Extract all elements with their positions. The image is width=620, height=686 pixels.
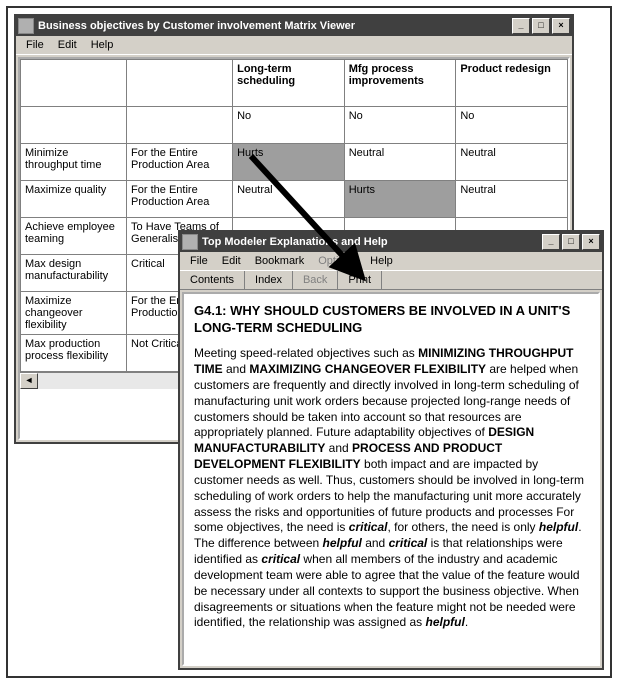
help-menu-bookmark[interactable]: Bookmark — [249, 254, 311, 268]
objective-cell: Maximize changeover flexibility — [21, 292, 127, 335]
help-window: Top Modeler Explanations and Help _ □ × … — [178, 230, 604, 670]
help-title: Top Modeler Explanations and Help — [202, 236, 542, 248]
help-minimize-button[interactable]: _ — [542, 234, 560, 250]
matrix-cell[interactable]: No — [233, 107, 345, 144]
table-row: Maximize qualityFor the Entire Productio… — [21, 181, 568, 218]
matrix-menubar: File Edit Help — [16, 36, 572, 55]
minimize-button[interactable]: _ — [512, 18, 530, 34]
table-row: Minimize throughput timeFor the Entire P… — [21, 144, 568, 181]
matrix-cell[interactable]: No — [456, 107, 568, 144]
scope-cell — [127, 107, 233, 144]
objective-cell: Max production process flexibility — [21, 335, 127, 372]
help-body: G4.1: WHY SHOULD CUSTOMERS BE INVOLVED I… — [182, 292, 600, 666]
matrix-col-header: Long-term scheduling — [233, 60, 345, 107]
matrix-title: Business objectives by Customer involvem… — [38, 20, 512, 32]
help-toolbar: ContentsIndexBackPrint — [180, 271, 602, 290]
scope-cell: For the Entire Production Area — [127, 144, 233, 181]
matrix-cell[interactable]: Hurts — [344, 181, 456, 218]
matrix-cell[interactable]: No — [344, 107, 456, 144]
matrix-titlebar[interactable]: Business objectives by Customer involvem… — [16, 16, 572, 36]
menu-edit[interactable]: Edit — [52, 38, 83, 52]
help-app-icon — [182, 234, 198, 250]
help-menu-edit[interactable]: Edit — [216, 254, 247, 268]
menu-file[interactable]: File — [20, 38, 50, 52]
help-heading: G4.1: WHY SHOULD CUSTOMERS BE INVOLVED I… — [194, 302, 588, 336]
figure-frame: Business objectives by Customer involvem… — [6, 6, 612, 678]
help-titlebar[interactable]: Top Modeler Explanations and Help _ □ × — [180, 232, 602, 252]
matrix-cell[interactable]: Hurts — [233, 144, 345, 181]
help-menu-file[interactable]: File — [184, 254, 214, 268]
objective-cell: Minimize throughput time — [21, 144, 127, 181]
matrix-col-header — [21, 60, 127, 107]
help-menubar: FileEditBookmarkOptionsHelp — [180, 252, 602, 271]
help-toolbar-contents[interactable]: Contents — [180, 271, 245, 289]
help-toolbar-index[interactable]: Index — [245, 271, 293, 289]
objective-cell: Achieve employee teaming — [21, 218, 127, 255]
table-row: NoNoNo — [21, 107, 568, 144]
help-toolbar-back: Back — [293, 271, 338, 289]
objective-cell: Maximize quality — [21, 181, 127, 218]
maximize-button[interactable]: □ — [532, 18, 550, 34]
scroll-left-icon[interactable]: ◄ — [20, 373, 38, 389]
objective-cell — [21, 107, 127, 144]
matrix-cell[interactable]: Neutral — [233, 181, 345, 218]
help-menu-options: Options — [312, 254, 362, 268]
help-menu-help[interactable]: Help — [364, 254, 399, 268]
matrix-col-header — [127, 60, 233, 107]
close-button[interactable]: × — [552, 18, 570, 34]
help-maximize-button[interactable]: □ — [562, 234, 580, 250]
app-icon — [18, 18, 34, 34]
scope-cell: For the Entire Production Area — [127, 181, 233, 218]
menu-help[interactable]: Help — [85, 38, 120, 52]
help-close-button[interactable]: × — [582, 234, 600, 250]
matrix-cell[interactable]: Neutral — [344, 144, 456, 181]
help-paragraph: Meeting speed-related objectives such as… — [194, 346, 588, 631]
matrix-cell[interactable]: Neutral — [456, 144, 568, 181]
matrix-cell[interactable]: Neutral — [456, 181, 568, 218]
matrix-col-header: Product redesign — [456, 60, 568, 107]
help-toolbar-print[interactable]: Print — [338, 271, 382, 289]
matrix-col-header: Mfg process improvements — [344, 60, 456, 107]
objective-cell: Max design manufacturability — [21, 255, 127, 292]
